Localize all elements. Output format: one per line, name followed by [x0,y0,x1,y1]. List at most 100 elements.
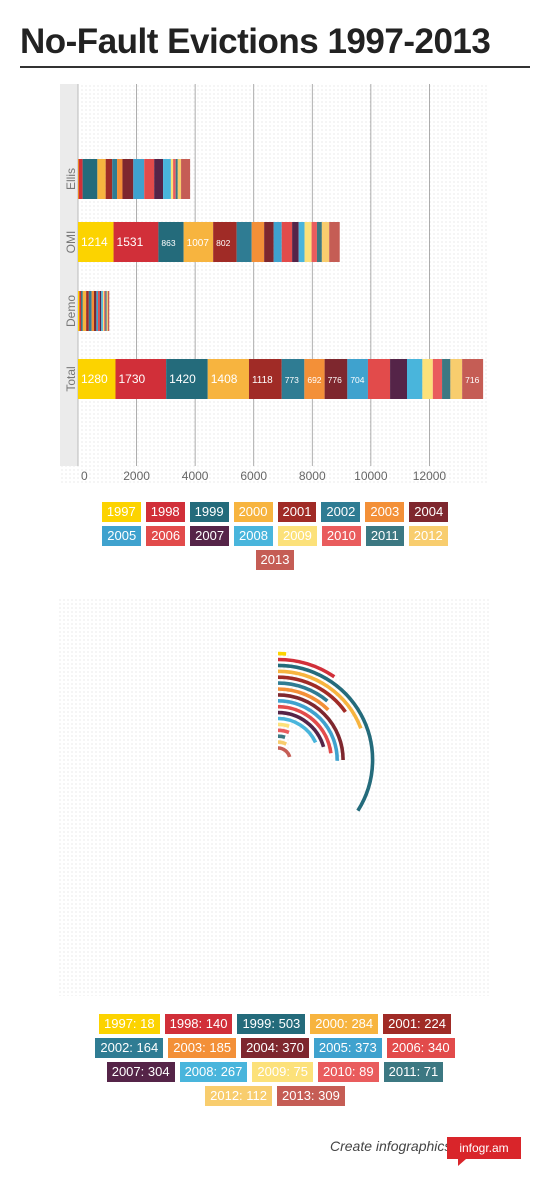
legend-item-2009[interactable]: 2009: 75 [252,1062,314,1082]
arc-slice-2013 [277,746,292,758]
arc-slice-2004 [277,693,345,761]
bar-segment-demo-2004 [94,291,97,331]
arc-slice-1999 [277,663,375,812]
legend-item-2007[interactable]: 2007: 304 [106,1062,175,1082]
legend-item-2008[interactable]: 2008 [234,526,273,546]
bar-segment-omi-1998 [113,222,159,262]
stacked-bar-chart: 0 2000 4000 6000 8000 10000 12000 Ellis OMI 1214 1… [60,84,484,483]
x-tick-label: 6000 [240,469,267,483]
bar-segment-demo-2008 [101,291,103,331]
footer-text[interactable]: Create infographics [330,1138,452,1154]
arc-slice-2007 [277,710,326,748]
bar-segment-ellis-1997 [78,159,79,199]
bar-segment-omi-1999 [158,222,184,262]
legend-item-2010[interactable]: 2010: 89 [318,1062,379,1082]
legend-item-1997[interactable]: 1997: 18 [99,1014,160,1034]
bar-segment-demo-2009 [102,291,105,331]
bar-data-label: 1408 [211,372,238,386]
legend-item-2007[interactable]: 2007 [190,526,230,546]
bar-segment-total-2002 [281,359,305,399]
bar-segment-omi-2003 [251,222,265,262]
legend-item-2000[interactable]: 2000: 284 [310,1014,379,1034]
legend-item-1998[interactable]: 1998: 140 [164,1014,233,1034]
bar-segment-demo-2001 [86,291,89,331]
legend-item-2006[interactable]: 2006: 340 [386,1038,455,1058]
bar-data-label: 1118 [252,375,273,386]
bar-segment-total-2013 [462,359,484,399]
arc-slice-2010 [277,728,290,735]
bar-segment-demo-2006 [98,291,100,331]
arc-slice-2012 [277,740,288,746]
bar-segment-demo-2002 [88,291,92,331]
infogram-badge[interactable]: infogr.am [447,1137,521,1159]
bar-segment-demo-2010 [104,291,106,331]
bar-segment-omi-2012 [321,222,330,262]
bar-segment-omi-2004 [264,222,274,262]
bar-segment-ellis-2009 [170,159,174,199]
legend-item-2003[interactable]: 2003 [365,502,405,522]
bar-data-label: 704 [350,375,364,385]
bar-chart-legend: 1997 1998 1999 2000 2001 2002 2003 2004 2005 2006… [80,500,470,572]
legend-item-2006[interactable]: 2006 [146,526,186,546]
legend-item-2012[interactable]: 2012: 112 [205,1086,273,1106]
legend-item-1997[interactable]: 1997 [101,502,141,522]
arc-slice-2009 [277,722,290,728]
legend-item-2013[interactable]: 2013: 309 [277,1086,345,1106]
bar-segment-total-1998 [115,359,167,399]
legend-item-2013[interactable]: 2013 [255,550,295,570]
legend-item-2009[interactable]: 2009 [277,526,317,546]
arc-slice-2005 [277,699,339,761]
legend-item-2003[interactable]: 2003: 185 [168,1038,237,1058]
bar-segment-ellis-2011 [175,159,178,199]
bar-segment-total-2007 [390,359,407,399]
bar-segment-total-2008 [406,359,423,399]
bar-segment-total-2006 [367,359,391,399]
x-tick-label: 12000 [413,469,447,483]
bar-data-label: 716 [465,375,479,385]
legend-item-2012[interactable]: 2012 [408,526,448,546]
bar-segment-ellis-2013 [181,159,191,199]
bar-segment-ellis-2008 [163,159,171,199]
bar-segment-total-2011 [442,359,451,399]
bar-segment-omi-2002 [236,222,252,262]
bar-segment-ellis-2004 [122,159,134,199]
y-category-label: OMI [64,231,78,254]
bar-segment-demo-2013 [107,291,110,331]
bar-segment-omi-2011 [316,222,322,262]
bar-segment-total-1997 [78,359,116,399]
arc-slice-2002 [277,681,329,703]
legend-item-2011[interactable]: 2011: 71 [383,1062,444,1082]
x-tick-label: 8000 [299,469,326,483]
legend-item-2010[interactable]: 2010 [321,526,361,546]
bar-segment-demo-2007 [99,291,102,331]
bar-data-label: 1007 [187,238,210,249]
x-tick-label: 2000 [123,469,150,483]
arc-chart-panel [58,598,490,996]
category-axis-band [60,84,78,466]
y-category-label: Demo [64,295,78,327]
bar-data-label: 863 [161,238,175,248]
legend-item-2004[interactable]: 2004 [409,502,449,522]
legend-item-1998[interactable]: 1998 [145,502,185,522]
legend-item-2008[interactable]: 2008: 267 [179,1062,248,1082]
legend-item-1999[interactable]: 1999: 503 [237,1014,306,1034]
legend-item-2011[interactable]: 2011 [365,526,404,546]
legend-item-2002[interactable]: 2002: 164 [95,1038,164,1058]
bar-data-label: 773 [285,375,299,385]
arc-slice-2003 [277,687,330,712]
arc-slice-2000 [277,669,363,730]
legend-item-2001[interactable]: 2001 [277,502,317,522]
bar-chart-panel: 0 2000 4000 6000 8000 10000 12000 Ellis OMI 1214 1… [60,84,488,484]
bar-segment-total-2005 [347,359,368,399]
y-category-label: Ellis [64,168,78,190]
legend-item-2000[interactable]: 2000 [233,502,273,522]
legend-item-2005[interactable]: 2005: 373 [313,1038,382,1058]
legend-item-2002[interactable]: 2002 [321,502,361,522]
legend-item-2005[interactable]: 2005 [102,526,142,546]
bar-data-label: 1280 [81,372,108,386]
legend-item-1999[interactable]: 1999 [189,502,229,522]
page-title: No-Fault Evictions 1997-2013 [20,22,491,61]
legend-item-2004[interactable]: 2004: 370 [241,1038,309,1058]
legend-item-2001[interactable]: 2001: 224 [383,1014,451,1034]
bar-segment-total-2004 [324,359,348,399]
